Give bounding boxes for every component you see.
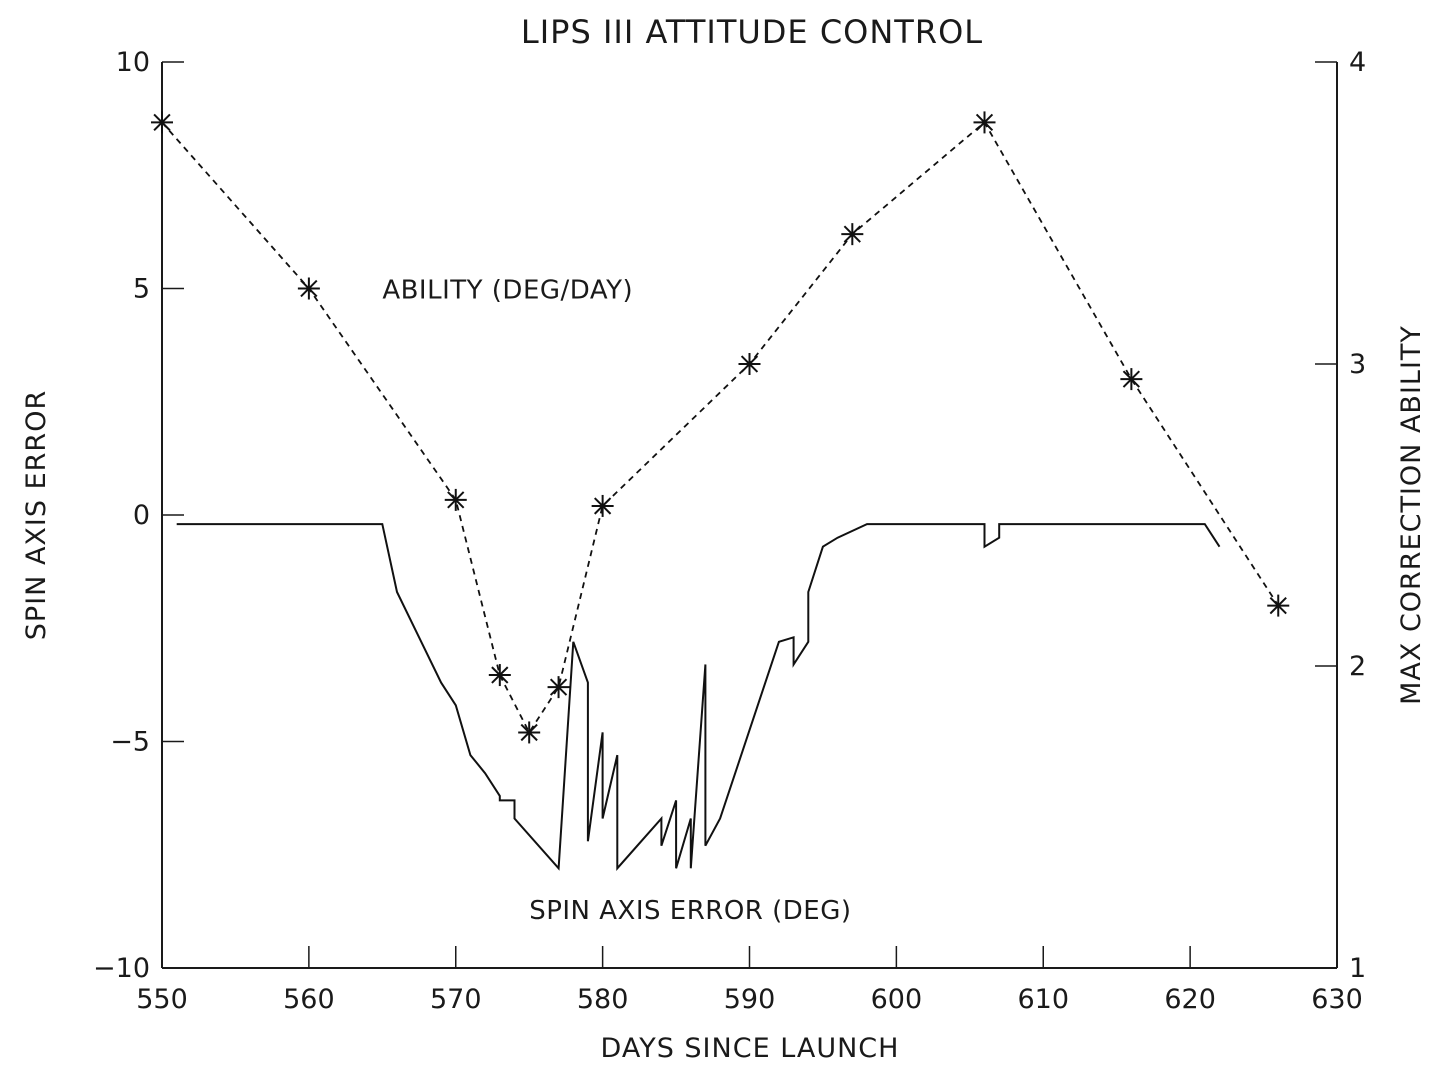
y2-tick-label: 2: [1349, 651, 1366, 682]
y2-tick-label: 1: [1349, 953, 1366, 984]
correction-ability-line: [162, 122, 1278, 732]
x-tick-label: 560: [283, 984, 335, 1015]
correction-ability-series: [151, 111, 1289, 743]
asterisk-marker: [592, 495, 614, 517]
annotation-label: SPIN AXIS ERROR (DEG): [529, 896, 851, 926]
y2-axis-title: MAX CORRECTION ABILITY: [1396, 325, 1427, 705]
right-axis-ticks: 1 2 3 4: [1315, 47, 1366, 984]
asterisk-marker: [974, 111, 996, 133]
y2-tick-label: 3: [1349, 349, 1366, 380]
asterisk-marker: [841, 223, 863, 245]
asterisk-marker: [518, 721, 540, 743]
x-tick-label: 610: [1017, 984, 1069, 1015]
x-tick-label: 580: [577, 984, 629, 1015]
x-tick-label: 620: [1164, 984, 1216, 1015]
spin-axis-error-series: [177, 524, 1220, 868]
x-tick-label: 590: [724, 984, 776, 1015]
x-tick-label: 550: [136, 984, 188, 1015]
asterisk-marker: [548, 676, 570, 698]
x-tick-label: 570: [430, 984, 482, 1015]
y-tick-label: −5: [110, 727, 150, 758]
y-tick-label: −10: [93, 953, 150, 984]
y-tick-label: 10: [116, 47, 150, 78]
x-tick-label: 600: [871, 984, 923, 1015]
asterisk-marker: [739, 353, 761, 375]
asterisk-marker: [1120, 368, 1142, 390]
asterisk-marker: [151, 111, 173, 133]
asterisk-marker: [298, 278, 320, 300]
y-axis-title: SPIN AXIS ERROR: [21, 390, 52, 640]
asterisk-marker: [489, 664, 511, 686]
chart-title: LIPS III ATTITUDE CONTROL: [521, 13, 983, 51]
x-tick-label: 630: [1311, 984, 1363, 1015]
left-axis-ticks: −10 −5 0 5 10: [93, 47, 184, 984]
x-axis-title: DAYS SINCE LAUNCH: [601, 1033, 900, 1064]
asterisk-marker: [1267, 595, 1289, 617]
asterisk-marker: [445, 489, 467, 511]
x-axis-ticks: 550 560 570 580 590 600 610 620 630: [136, 946, 1363, 1015]
annotation-label: ABILITY (DEG/DAY): [382, 276, 633, 306]
y-tick-label: 5: [133, 274, 150, 305]
y2-tick-label: 4: [1349, 47, 1366, 78]
y-tick-label: 0: [133, 500, 150, 531]
spin-axis-error-line: [177, 524, 1220, 868]
